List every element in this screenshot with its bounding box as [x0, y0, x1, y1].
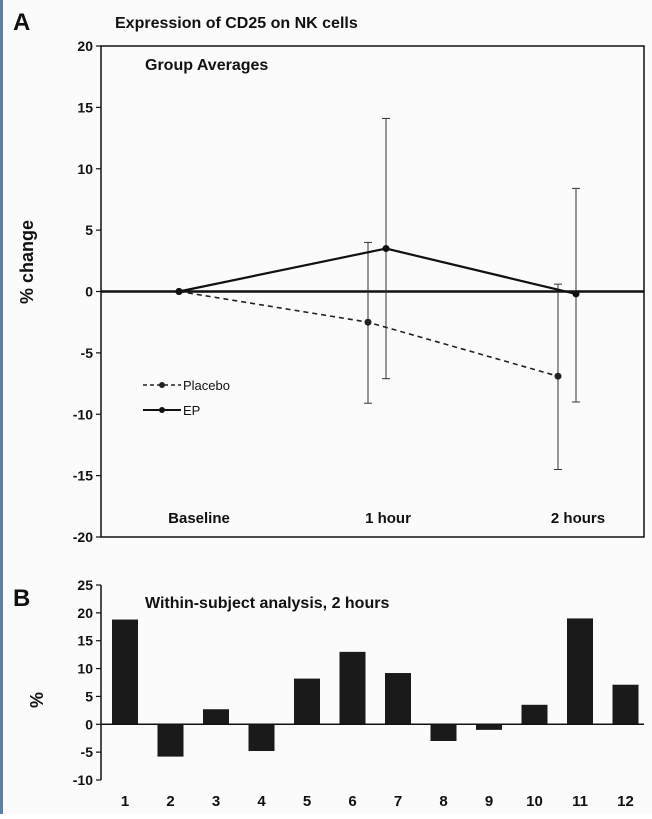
bar-subject-11 [567, 618, 593, 725]
y-tick-label: 15 [77, 99, 93, 115]
panel-b-x-categories: 1 2 3 4 5 6 7 8 9 10 11 12 [121, 793, 634, 810]
y-tick-label: -5 [81, 345, 94, 361]
x-category-label: 2 [166, 793, 174, 810]
y-tick-label: 10 [77, 661, 93, 677]
bar-subject-5 [294, 678, 320, 725]
legend-placebo-label: Placebo [183, 378, 230, 393]
bar-subject-8 [430, 724, 457, 741]
x-category-label: 9 [485, 793, 493, 810]
x-category-label: 1 [121, 793, 129, 810]
y-tick-label: -10 [73, 406, 93, 422]
x-category-label: 11 [572, 793, 588, 810]
y-tick-label: -20 [73, 529, 93, 545]
data-point-ep [175, 288, 183, 295]
panel-a-x-categories: Baseline 1 hour 2 hours [168, 510, 605, 527]
panel-b-letter: B [13, 585, 30, 612]
x-category-label: 10 [526, 793, 543, 810]
x-category-label: 4 [257, 793, 266, 810]
y-tick-label: -15 [73, 468, 93, 484]
y-tick-label: 15 [77, 633, 93, 649]
series-line-ep [178, 247, 577, 296]
panel-b-bars [112, 618, 639, 757]
legend-placebo-marker [159, 382, 165, 388]
x-category-label: 3 [212, 793, 220, 810]
panel-b-y-ticks: 25 20 15 10 5 0 -5 -10 [73, 577, 101, 788]
panel-a-y-axis-label: % change [17, 220, 37, 304]
x-category-label: 5 [303, 793, 311, 810]
bar-subject-2 [157, 724, 184, 757]
data-point-placebo [554, 372, 562, 380]
panel-a-legend: Placebo EP [143, 378, 230, 418]
bar-subject-3 [203, 709, 229, 725]
panel-a-letter: A [13, 9, 30, 36]
y-tick-label: -5 [81, 744, 94, 760]
y-tick-label: 0 [85, 716, 93, 732]
y-tick-label: 20 [77, 605, 93, 621]
x-category-label: 2 hours [551, 510, 605, 527]
legend-ep-label: EP [183, 403, 200, 418]
panel-a-title: Expression of CD25 on NK cells [115, 15, 358, 32]
data-point-placebo [364, 318, 372, 326]
data-point-ep [572, 290, 580, 298]
x-category-label: 7 [394, 793, 402, 810]
y-tick-label: 25 [77, 577, 93, 593]
bar-subject-12 [612, 684, 639, 725]
panel-b-title: Within-subject analysis, 2 hours [145, 595, 389, 612]
y-tick-label: -10 [73, 772, 93, 788]
x-category-label: 8 [439, 793, 447, 810]
bar-subject-4 [248, 724, 275, 752]
y-tick-label: 10 [77, 161, 93, 177]
y-tick-label: 0 [85, 284, 93, 300]
bar-subject-7 [385, 673, 411, 725]
panel-a-y-ticks: 20 15 10 5 0 -5 -10 -15 -20 [73, 38, 101, 545]
panel-a-series [175, 117, 580, 470]
legend-ep-marker [159, 407, 165, 413]
y-tick-label: 5 [85, 222, 93, 238]
panel-a-subtitle: Group Averages [145, 57, 268, 74]
data-point-ep [382, 245, 390, 253]
x-category-label: 1 hour [365, 510, 411, 527]
x-category-label: 6 [348, 793, 356, 810]
y-tick-label: 5 [85, 688, 93, 704]
bar-subject-9 [476, 724, 502, 730]
y-tick-label: 20 [77, 38, 93, 54]
figure-svg: A Expression of CD25 on NK cells Group A… [13, 9, 645, 810]
bar-subject-10 [521, 704, 548, 725]
bar-subject-1 [112, 619, 138, 725]
panel-b-y-axis-label: % [27, 692, 47, 708]
x-category-label: Baseline [168, 510, 230, 527]
bar-subject-6 [339, 651, 366, 725]
x-category-label: 12 [617, 793, 634, 810]
